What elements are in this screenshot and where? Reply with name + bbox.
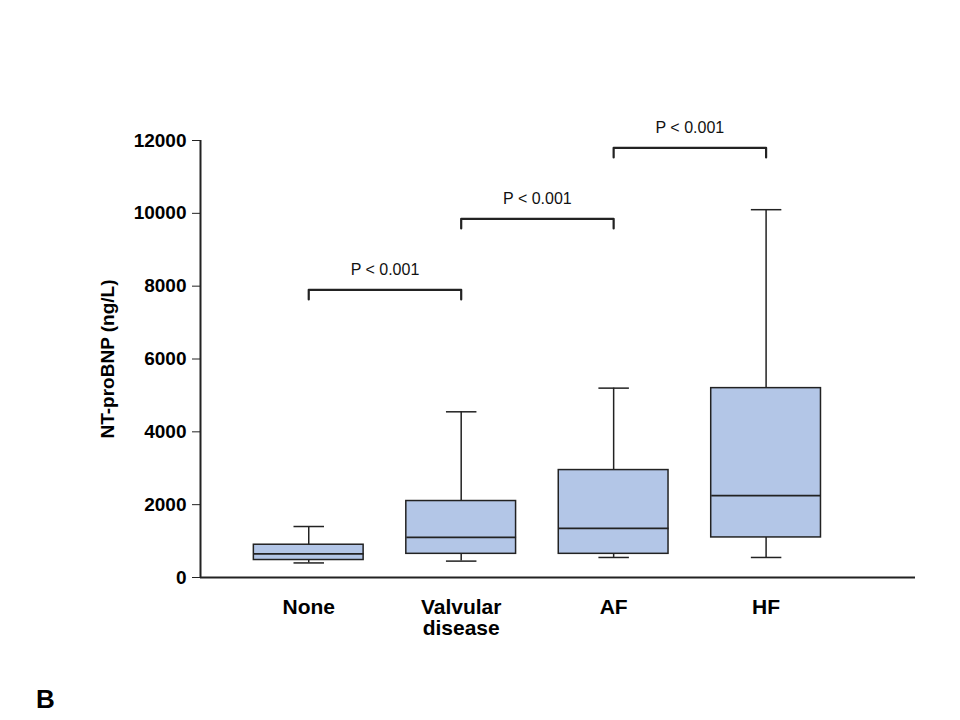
html-text:B: B — [36, 684, 55, 714]
svg-text:AF: AF — [600, 595, 628, 618]
svg-text:2000: 2000 — [144, 494, 186, 515]
svg-text:P < 0.001: P < 0.001 — [656, 119, 725, 136]
svg-text:None: None — [282, 595, 335, 618]
svg-text:4000: 4000 — [144, 421, 186, 442]
svg-text:P < 0.001: P < 0.001 — [503, 190, 572, 207]
svg-text:10000: 10000 — [134, 202, 187, 223]
svg-text:HF: HF — [752, 595, 780, 618]
svg-text:6000: 6000 — [144, 348, 186, 369]
svg-text:P < 0.001: P < 0.001 — [351, 261, 420, 278]
svg-text:12000: 12000 — [134, 130, 187, 151]
svg-text:Valvulardisease: Valvulardisease — [421, 595, 502, 639]
svg-text:0: 0 — [176, 567, 187, 588]
svg-text:8000: 8000 — [144, 275, 186, 296]
svg-text:NT-proBNP (ng/L): NT-proBNP (ng/L) — [97, 279, 118, 438]
